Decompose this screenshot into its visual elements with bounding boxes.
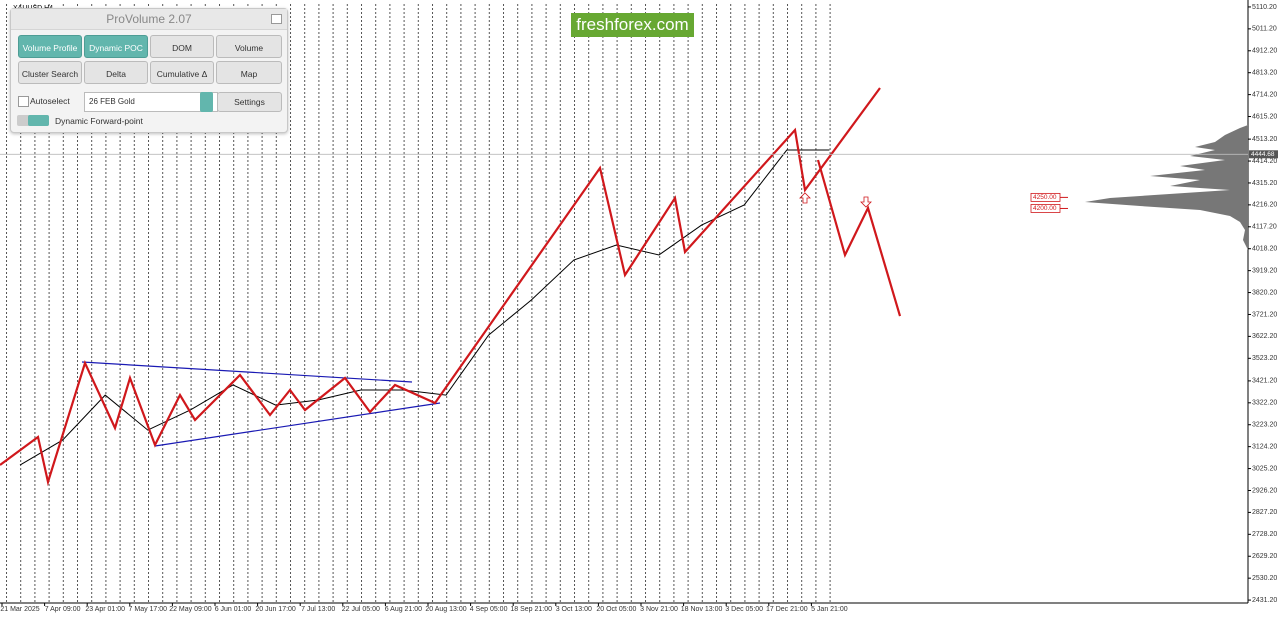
volume-profile [1085,125,1248,250]
brand-logo: freshforex.com [571,13,694,37]
close-button[interactable] [271,14,282,24]
checkbox[interactable] [18,96,29,107]
y-tick-label: 3124.20 [1252,443,1277,450]
y-tick-label: 4315.20 [1252,180,1277,187]
panel-title: ProVolume 2.07 [11,9,287,30]
button[interactable]: Map [216,61,282,84]
x-tick-label: 23 Apr 01:00 [85,606,125,613]
y-tick-label: 4117.20 [1252,224,1277,231]
y-tick-label: 2728.20 [1252,531,1277,538]
checkbox-label: Autoselect [30,96,70,106]
x-tick-label: 6 Aug 21:00 [385,606,422,613]
settings-button[interactable]: Settings [217,92,282,112]
x-tick-label: 18 Nov 13:00 [681,606,723,613]
x-tick-label: 3 Oct 13:00 [556,606,592,613]
y-tick-label: 5110.20 [1252,4,1277,11]
x-tick-label: 21 Mar 2025 [0,606,39,613]
button[interactable]: Dynamic POC [84,35,148,58]
y-tick-label: 2431.20 [1252,597,1277,604]
x-tick-label: 7 May 17:00 [129,606,168,613]
x-tick-label: 18 Sep 21:00 [510,606,552,613]
x-tick-label: 5 Jan 21:00 [811,606,848,613]
forecast [816,159,902,317]
instrument-select[interactable]: 26 FEB Gold [84,92,218,112]
y-tick-label: 3721.20 [1252,311,1277,318]
y-tick-label: 3223.20 [1252,422,1277,429]
y-tick-label: 3523.20 [1252,355,1277,362]
y-tick-label: 3820.20 [1252,289,1277,296]
x-tick-label: 20 Oct 05:00 [596,606,636,613]
level-label: 4200.00 [1033,205,1057,212]
x-tick-label: 6 Jun 01:00 [215,606,252,613]
y-tick-label: 2827.20 [1252,509,1277,516]
x-tick-label: 17 Dec 21:00 [766,606,808,613]
arrow-up [799,192,811,204]
x-tick-label: 7 Apr 09:00 [45,606,81,613]
y-tick-label: 4813.20 [1252,70,1277,77]
x-tick-label: 20 Aug 13:00 [425,606,466,613]
triangle-lower [154,402,441,447]
toggle-label: Dynamic Forward-point [55,116,143,126]
y-tick-label: 2629.20 [1252,553,1277,560]
y-tick-label: 4513.20 [1252,136,1277,143]
button[interactable]: Delta [84,61,148,84]
y-tick-label: 4615.20 [1252,113,1277,120]
y-tick-label: 4216.20 [1252,202,1277,209]
level-box [1030,204,1061,213]
x-tick-label: 20 Jun 17:00 [255,606,296,613]
y-tick-label: 3322.20 [1252,400,1277,407]
toggle[interactable] [17,115,49,126]
x-tick-label: 7 Jul 13:00 [301,606,335,613]
y-tick-label: 5011.20 [1252,26,1277,33]
x-tick-label: 22 Jul 05:00 [342,606,380,613]
y-tick-label: 4714.20 [1252,91,1277,98]
y-tick-label: 3919.20 [1252,267,1277,274]
button[interactable]: DOM [150,35,214,58]
y-tick-label: 3421.20 [1252,378,1277,385]
level-label: 4250.00 [1033,194,1057,201]
zigzag [0,87,881,487]
button[interactable]: Volume Profile [18,35,82,58]
button[interactable]: Cluster Search [18,61,82,84]
x-tick-label: 4 Sep 05:00 [470,606,508,613]
x-tick-label: 3 Dec 05:00 [725,606,763,613]
x-tick-label: 22 May 09:00 [169,606,212,613]
price-line [19,149,830,466]
y-tick-label: 3025.20 [1252,465,1277,472]
y-tick-label: 4018.20 [1252,246,1277,253]
level-box [1030,192,1061,202]
provolume-panel: ProVolume 2.07 Volume Profile Dynamic PO… [10,8,288,133]
y-tick-label: 4912.20 [1252,48,1277,55]
y-tick-label: 4414.20 [1252,158,1277,165]
button[interactable]: Volume [216,35,282,58]
last-price-box [1249,150,1278,159]
y-tick-label: 3622.20 [1252,333,1277,340]
triangle-upper [81,361,413,383]
y-tick-label: 2926.20 [1252,487,1277,494]
y-tick-label: 2530.20 [1252,575,1277,582]
button[interactable]: Cumulative Δ [150,61,214,84]
last-price-label: 4444.68 [1251,151,1275,158]
x-tick-label: 3 Nov 21:00 [640,606,678,613]
arrow-down [860,196,872,208]
select-arrow[interactable] [200,92,213,112]
